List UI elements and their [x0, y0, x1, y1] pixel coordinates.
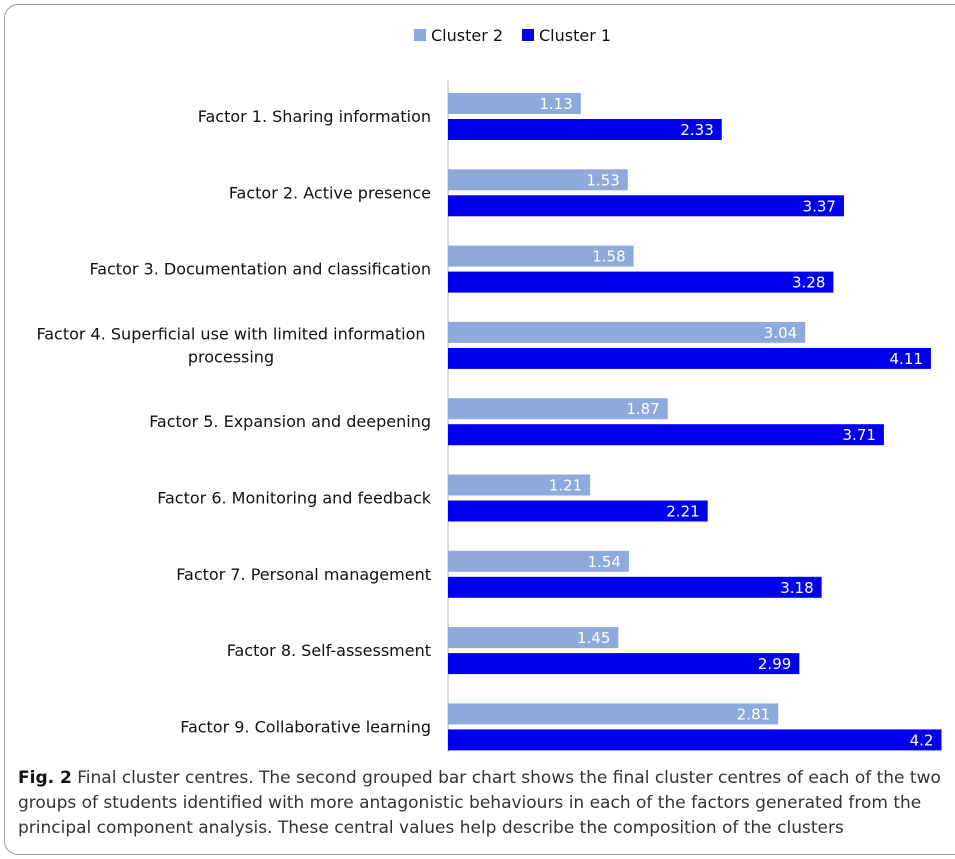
legend-label: Cluster 1 — [539, 26, 611, 45]
data-label: 3.71 — [843, 426, 876, 444]
category-label-line: Factor 3. Documentation and classificati… — [89, 260, 431, 279]
bar-cluster-1-factor-6 — [448, 500, 708, 522]
bar-cluster-2-factor-8 — [448, 627, 619, 649]
legend-swatch — [414, 29, 426, 41]
data-label: 1.87 — [626, 400, 659, 418]
bar-cluster-1-factor-4 — [448, 347, 931, 369]
bar-cluster-1-factor-7 — [448, 576, 822, 598]
data-label: 2.99 — [758, 655, 791, 673]
bar-cluster-1-factor-8 — [448, 653, 800, 675]
category-label-line: Factor 7. Personal management — [176, 565, 431, 584]
data-label: 3.04 — [764, 324, 797, 342]
bar-cluster-2-factor-5 — [448, 398, 668, 420]
category-labels: Factor 1. Sharing information Factor 2. A… — [36, 107, 431, 736]
bar-cluster-1-factor-9 — [448, 729, 942, 751]
bar-cluster-1-factor-5 — [448, 424, 884, 446]
data-label: 1.13 — [539, 95, 572, 113]
category-label-line: Factor 4. Superficial use with limited i… — [36, 324, 425, 343]
data-label: 2.33 — [680, 121, 713, 139]
bar-cluster-1-factor-2 — [448, 195, 844, 217]
category-label-factor-5: Factor 5. Expansion and deepening — [149, 412, 431, 431]
bar-cluster-2-factor-7 — [448, 550, 629, 572]
data-label: 4.2 — [910, 731, 934, 749]
category-label-factor-4: Factor 4. Superficial use with limited i… — [36, 324, 425, 366]
legend-swatch — [522, 29, 534, 41]
data-label: 1.53 — [586, 171, 619, 189]
category-label-factor-1: Factor 1. Sharing information — [198, 107, 431, 126]
bar-cluster-2-factor-4 — [448, 321, 806, 343]
data-label: 1.45 — [577, 629, 610, 647]
category-label-factor-2: Factor 2. Active presence — [229, 183, 431, 202]
data-label: 1.58 — [592, 248, 625, 266]
category-label-line: processing — [188, 347, 274, 366]
bar-cluster-2-factor-6 — [448, 474, 591, 496]
chart-legend: Cluster 2 Cluster 1 — [414, 26, 611, 45]
bar-cluster-2-factor-2 — [448, 169, 628, 191]
data-label: 3.37 — [803, 197, 836, 215]
data-label: 2.21 — [666, 503, 699, 521]
bar-cluster-2-factor-1 — [448, 93, 581, 114]
bar-group: 1.13 2.33 1.53 3.37 1.58 3.28 3.04 4.11 1.87 3.71… — [448, 93, 942, 751]
bar-cluster-1-factor-1 — [448, 119, 722, 140]
legend-label: Cluster 2 — [431, 26, 503, 45]
category-label-factor-8: Factor 8. Self-assessment — [227, 641, 431, 660]
category-label-line: Factor 5. Expansion and deepening — [149, 412, 431, 431]
category-label-line: Factor 1. Sharing information — [198, 107, 431, 126]
category-label-line: Factor 6. Monitoring and feedback — [157, 489, 431, 508]
category-label-factor-6: Factor 6. Monitoring and feedback — [157, 489, 431, 508]
figure-label: Fig. 2 — [18, 768, 72, 788]
data-label: 3.18 — [780, 579, 813, 597]
data-label: 4.11 — [890, 350, 923, 368]
data-label: 2.81 — [737, 705, 770, 723]
bar-cluster-2-factor-3 — [448, 245, 634, 267]
category-label-line: Factor 2. Active presence — [229, 183, 431, 202]
figure-caption: Fig. 2 Final cluster centres. The second… — [18, 766, 948, 841]
data-label: 1.54 — [588, 553, 621, 571]
bar-cluster-1-factor-3 — [448, 271, 834, 293]
caption-text: Final cluster centres. The second groupe… — [18, 768, 941, 838]
data-label: 1.21 — [549, 477, 582, 495]
category-label-line: Factor 8. Self-assessment — [227, 641, 431, 660]
cluster-centres-chart: Cluster 2 Cluster 1 1.13 2.33 1.53 3.37 1.58 3… — [36, 26, 942, 752]
data-label: 3.28 — [792, 274, 825, 292]
category-label-factor-3: Factor 3. Documentation and classificati… — [89, 260, 431, 279]
figure-frame — [4, 4, 955, 855]
category-label-factor-9: Factor 9. Collaborative learning — [180, 717, 431, 736]
category-label-factor-7: Factor 7. Personal management — [176, 565, 431, 584]
category-label-line: Factor 9. Collaborative learning — [180, 717, 431, 736]
bar-cluster-2-factor-9 — [448, 703, 779, 725]
